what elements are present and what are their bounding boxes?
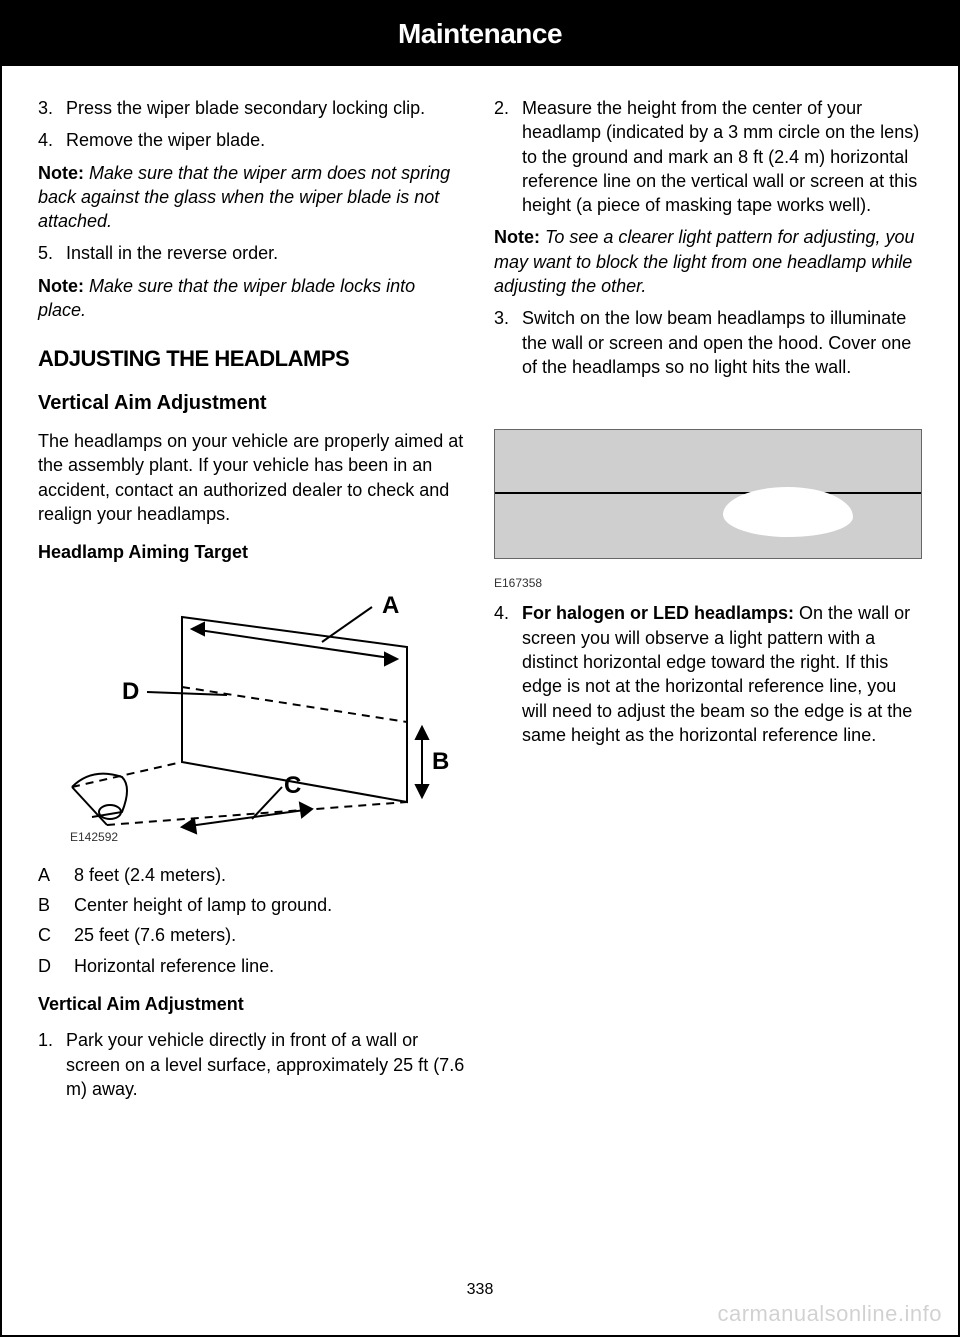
note: Note: Make sure that the wiper arm does … — [38, 161, 466, 234]
left-column: 3. Press the wiper blade secondary locki… — [38, 96, 466, 1109]
legend-value: 25 feet (7.6 meters). — [74, 923, 236, 947]
legend-key: D — [38, 954, 74, 978]
legend-value: Center height of lamp to ground. — [74, 893, 332, 917]
diagram-label-a: A — [382, 592, 399, 619]
legend-value: 8 feet (2.4 meters). — [74, 863, 226, 887]
heading-4: Headlamp Aiming Target — [38, 540, 466, 564]
list-item: 4. Remove the wiper blade. — [38, 128, 466, 152]
list-text: Remove the wiper blade. — [66, 128, 466, 152]
heading-4: Vertical Aim Adjustment — [38, 992, 466, 1016]
note-text: Make sure that the wiper blade locks int… — [38, 276, 415, 320]
note-label: Note: — [494, 227, 540, 247]
list-item: 3. Press the wiper blade secondary locki… — [38, 96, 466, 120]
diagram-label-c: C — [284, 772, 301, 799]
list-item: 4. For halogen or LED headlamps: On the … — [494, 601, 922, 747]
list-number: 4. — [38, 128, 66, 152]
page-title-bar: Maintenance — [2, 2, 958, 66]
figure-id: E167358 — [494, 575, 922, 591]
list-number: 4. — [494, 601, 522, 747]
note-text: Make sure that the wiper arm does not sp… — [38, 163, 450, 232]
legend-value: Horizontal reference line. — [74, 954, 274, 978]
crop-mark-bottom — [0, 1265, 2, 1275]
page-title: Maintenance — [398, 18, 562, 49]
note: Note: Make sure that the wiper blade loc… — [38, 274, 466, 323]
note-label: Note: — [38, 276, 84, 296]
list-item: 5. Install in the reverse order. — [38, 241, 466, 265]
legend-row: A 8 feet (2.4 meters). — [38, 863, 466, 887]
right-column: 2. Measure the height from the center of… — [494, 96, 922, 1109]
list-text-rest: On the wall or screen you will observe a… — [522, 603, 912, 744]
note-label: Note: — [38, 163, 84, 183]
heading-2: ADJUSTING THE HEADLAMPS — [38, 344, 466, 374]
list-number: 5. — [38, 241, 66, 265]
list-text: Switch on the low beam headlamps to illu… — [522, 306, 922, 379]
list-item: 1. Park your vehicle directly in front o… — [38, 1028, 466, 1101]
legend-row: D Horizontal reference line. — [38, 954, 466, 978]
reference-line — [495, 492, 921, 494]
list-item: 3. Switch on the low beam headlamps to i… — [494, 306, 922, 379]
content-columns: 3. Press the wiper blade secondary locki… — [2, 66, 958, 1109]
diagram-label-b: B — [432, 748, 449, 775]
diagram-label-d: D — [122, 678, 139, 705]
list-item: 2. Measure the height from the center of… — [494, 96, 922, 217]
list-number: 3. — [494, 306, 522, 379]
list-text: For halogen or LED headlamps: On the wal… — [522, 601, 922, 747]
light-pattern-diagram-wrap: E167358 — [494, 429, 922, 591]
light-pattern-diagram — [494, 429, 922, 559]
list-text: Park your vehicle directly in front of a… — [66, 1028, 466, 1101]
list-number: 2. — [494, 96, 522, 217]
legend-key: B — [38, 893, 74, 917]
list-text: Press the wiper blade secondary locking … — [66, 96, 466, 120]
note: Note: To see a clearer light pattern for… — [494, 225, 922, 298]
page-frame: Maintenance 3. Press the wiper blade sec… — [0, 0, 960, 1337]
list-text-bold: For halogen or LED headlamps: — [522, 603, 794, 623]
list-number: 1. — [38, 1028, 66, 1101]
list-text: Measure the height from the center of yo… — [522, 96, 922, 217]
list-text: Install in the reverse order. — [66, 241, 466, 265]
light-blob — [723, 487, 853, 537]
page-number: 338 — [2, 1281, 958, 1299]
figure-id: E142592 — [70, 830, 118, 844]
watermark: carmanualsonline.info — [717, 1301, 942, 1327]
heading-3: Vertical Aim Adjustment — [38, 390, 466, 417]
legend-row: B Center height of lamp to ground. — [38, 893, 466, 917]
paragraph: The headlamps on your vehicle are proper… — [38, 429, 466, 526]
legend-row: C 25 feet (7.6 meters). — [38, 923, 466, 947]
list-number: 3. — [38, 96, 66, 120]
crop-mark-top — [0, 62, 2, 72]
legend-key: C — [38, 923, 74, 947]
headlamp-aiming-diagram: A B C D E142592 — [38, 587, 466, 847]
legend-key: A — [38, 863, 74, 887]
note-text: To see a clearer light pattern for adjus… — [494, 227, 915, 296]
